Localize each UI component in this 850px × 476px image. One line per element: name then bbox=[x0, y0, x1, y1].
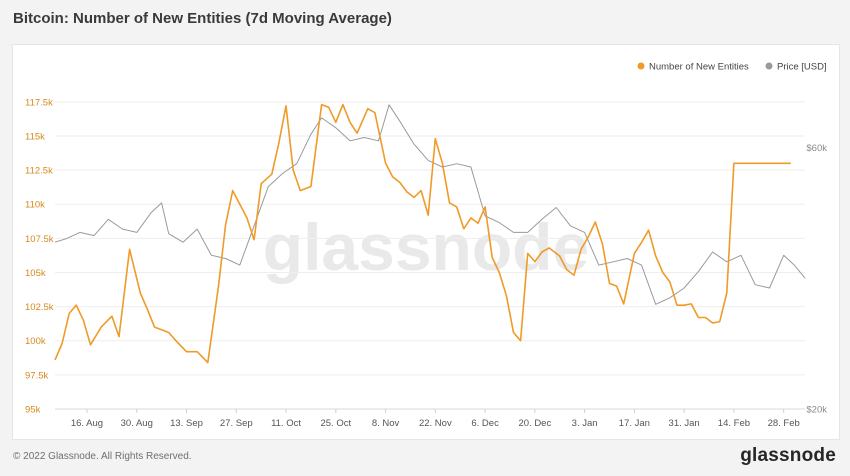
left-tick-label: 97.5k bbox=[25, 370, 48, 381]
gridlines bbox=[55, 101, 805, 410]
chart-title: Bitcoin: Number of New Entities (7d Movi… bbox=[13, 10, 392, 27]
x-tick-label: 22. Nov bbox=[419, 418, 452, 429]
series-lines bbox=[54, 103, 806, 364]
x-tick-label: 6. Dec bbox=[471, 418, 499, 429]
right-axis: $20k $60k bbox=[806, 143, 827, 416]
left-tick-label: 95k bbox=[25, 405, 41, 416]
left-tick-label: 107.5k bbox=[25, 234, 54, 245]
copyright-text: © 2022 Glassnode. All Rights Reserved. bbox=[13, 451, 192, 462]
x-tick-label: 20. Dec bbox=[518, 418, 551, 429]
right-tick-label: $60k bbox=[806, 143, 827, 154]
legend-price-label[interactable]: Price [USD] bbox=[777, 62, 827, 73]
left-tick-label: 105k bbox=[25, 268, 46, 279]
left-tick-label: 100k bbox=[25, 336, 46, 347]
x-tick-label: 16. Aug bbox=[71, 418, 103, 429]
right-tick-label: $20k bbox=[806, 405, 827, 416]
x-tick-label: 3. Jan bbox=[572, 418, 598, 429]
x-tick-label: 13. Sep bbox=[170, 418, 203, 429]
left-axis: 95k 97.5k 100k 102.5k 105k 107.5k 110k 112.5k 11… bbox=[25, 97, 54, 415]
x-tick-label: 8. Nov bbox=[372, 418, 400, 429]
x-tick-label: 28. Feb bbox=[768, 418, 800, 429]
x-tick-label: 31. Jan bbox=[669, 418, 700, 429]
entities-series-line bbox=[54, 103, 791, 364]
legend[interactable]: Number of New Entities Price [USD] bbox=[637, 62, 827, 73]
left-tick-label: 112.5k bbox=[25, 166, 53, 177]
x-tick-label: 11. Oct bbox=[271, 418, 301, 429]
x-tick-label: 14. Feb bbox=[718, 418, 750, 429]
x-tick-label: 17. Jan bbox=[619, 418, 650, 429]
watermark: glassnode bbox=[263, 210, 589, 284]
x-tick-label: 27. Sep bbox=[220, 418, 253, 429]
chart-panel: glassnode 95k 97.5k 100k 102.5k 105k 107.5k 11… bbox=[12, 44, 840, 440]
chart-svg[interactable]: glassnode 95k 97.5k 100k 102.5k 105k 107.5k 11… bbox=[13, 45, 839, 439]
left-tick-label: 115k bbox=[25, 131, 45, 142]
left-tick-label: 117.5k bbox=[25, 97, 53, 108]
x-tick-label: 30. Aug bbox=[121, 418, 153, 429]
x-axis: 16. Aug 30. Aug 13. Sep 27. Sep 11. Oct 25. O… bbox=[55, 408, 805, 429]
price-series-line bbox=[54, 104, 806, 305]
legend-price-marker bbox=[765, 62, 773, 70]
left-tick-label: 102.5k bbox=[25, 302, 54, 313]
left-tick-label: 110k bbox=[25, 200, 45, 211]
legend-entities-marker bbox=[637, 62, 645, 70]
x-tick-label: 25. Oct bbox=[320, 418, 351, 429]
legend-entities-label[interactable]: Number of New Entities bbox=[649, 62, 749, 73]
glassnode-logo[interactable]: glassnode bbox=[740, 445, 836, 466]
